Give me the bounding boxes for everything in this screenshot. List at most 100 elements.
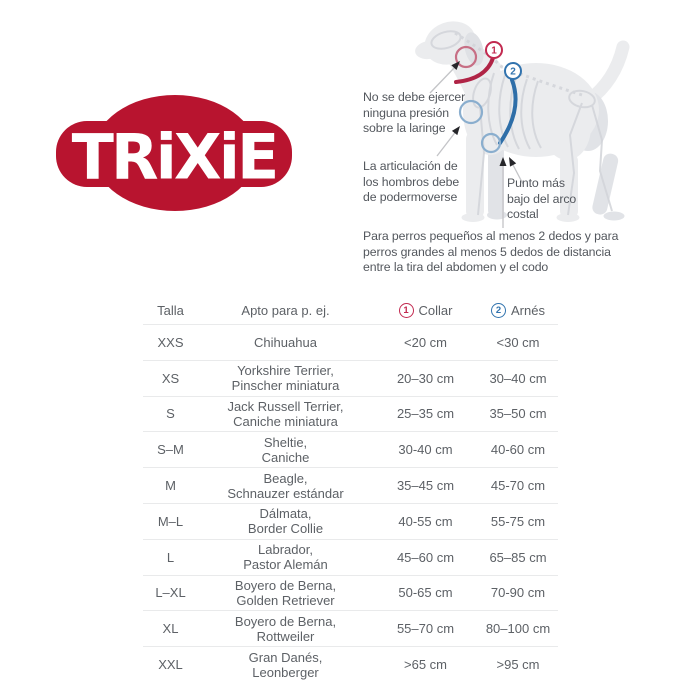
note-line: La articulación de [363, 159, 458, 173]
table-row: L Labrador, Pastor Alemán 45–60 cm 65–85 … [143, 538, 558, 575]
note-line: perros grandes al menos 5 dedos de dista… [363, 244, 611, 259]
breed-cell: Sheltie, Caniche [198, 435, 373, 465]
header-breeds: Apto para p. ej. [241, 303, 330, 318]
dog-paw [461, 213, 485, 222]
pointer-rib [511, 162, 524, 185]
pointer-lines [429, 65, 524, 228]
breed-line: Caniche [261, 449, 310, 465]
note-line: los hombros debe [363, 174, 460, 189]
breed-line: Schnauzer estándar [227, 485, 344, 501]
size-cell: M [165, 478, 176, 494]
collar-cell: 40-55 cm [398, 513, 453, 529]
rib-circle [480, 132, 502, 154]
breed-cell: Boyero de Berna, Rottweiler [198, 614, 373, 644]
breed-line: Jack Russell Terrier, [227, 398, 344, 414]
note-line: Para perros pequeños al menos 2 dedos y … [363, 229, 619, 243]
breed-cell: Yorkshire Terrier, Pinscher miniatura [198, 363, 373, 393]
table-row: M–L Dálmata, Border Collie 40-55 cm 55-75… [143, 502, 558, 539]
arrowhead [451, 61, 460, 70]
table-row: XXS Chihuahua <20 cm <30 cm [143, 324, 558, 360]
header-collar-label: Collar [418, 303, 453, 318]
note-rib: Punto más bajo del arco costal [507, 176, 576, 223]
skeleton-skull [430, 30, 462, 50]
arrowhead [499, 157, 507, 166]
larynx-circle [454, 45, 478, 69]
harness-cell: 40-60 cm [490, 442, 546, 458]
size-cell: XXS [157, 334, 184, 350]
breed-line: Dálmata, [259, 506, 312, 522]
breed-line: Yorkshire Terrier, [237, 363, 334, 379]
breed-line: Boyero de Berna, [234, 613, 337, 629]
harness-cell: 70-90 cm [490, 585, 546, 601]
collar-cell: 35–45 cm [396, 478, 455, 494]
collar-cell: 20–30 cm [396, 370, 455, 386]
header-harness-label: Arnés [511, 303, 545, 318]
breed-line: Caniche miniatura [233, 413, 338, 429]
marker-2-number: 2 [510, 67, 516, 78]
note-shoulder: La articulación de los hombros debe de p… [363, 159, 459, 206]
harness-cell: >95 cm [496, 657, 540, 673]
harness-line [498, 78, 518, 145]
header-collar: 1 Collar [373, 303, 478, 318]
note-line: No se debe ejercer [363, 90, 466, 104]
collar-cell: 30-40 cm [398, 442, 453, 458]
skeleton-rib [520, 78, 531, 150]
breed-line: Pinscher miniatura [231, 378, 340, 394]
breed-line: Rottweiler [256, 628, 315, 644]
harness-cell: 65–85 cm [489, 549, 547, 565]
harness-cell: 80–100 cm [485, 621, 551, 637]
note-line: entre la tira del abdomen y el codo [363, 260, 549, 274]
skeleton-rib [487, 72, 498, 146]
harness-cell: 55-75 cm [490, 513, 546, 529]
dog-paw [603, 211, 625, 221]
table-row: L–XL Boyero de Berna, Golden Retriever 50… [143, 574, 558, 611]
dog-muzzle [415, 40, 443, 60]
trixie-logo: TRiXiE [56, 95, 292, 211]
dog-diagram: 1 2 [415, 21, 630, 228]
collar-cell: 45–60 cm [396, 549, 455, 565]
breed-line: Pastor Alemán [243, 557, 328, 573]
collar-cell: 55–70 cm [396, 621, 455, 637]
breed-line: Gran Danés, [248, 649, 323, 665]
table-row: XXL Gran Danés, Leonberger >65 cm >95 cm [143, 646, 558, 682]
note-line: de podermoverse [363, 190, 458, 204]
skeleton-rib [498, 74, 509, 148]
skeleton-rear-leg-bone [591, 104, 613, 212]
breed-line: Labrador, [258, 542, 313, 558]
collar-number-icon: 1 [398, 303, 414, 318]
size-cell: L [166, 549, 175, 565]
note-line: bajo del arco [507, 191, 577, 206]
logo-band [56, 121, 292, 187]
dog-skeleton [430, 30, 613, 216]
dog-rear-thigh [543, 94, 591, 160]
skeleton-front-leg-bone [477, 106, 486, 216]
skeleton-spine [454, 31, 583, 97]
table-row: S–M Sheltie, Caniche 30-40 cm 40-60 cm [143, 431, 558, 467]
note-line: ninguna presión [363, 105, 450, 120]
collar-cell: 25–35 cm [396, 406, 455, 422]
table-row: XL Boyero de Berna, Rottweiler 55–70 cm 8… [143, 610, 558, 646]
pointer-larynx [429, 65, 457, 94]
skeleton-rear-leg-bone [567, 102, 583, 216]
note-line: costal [507, 207, 539, 221]
collar-cell: >65 cm [404, 657, 447, 673]
table-row: S Jack Russell Terrier, Caniche miniatura… [143, 395, 558, 432]
breed-line: Chihuahua [254, 334, 317, 350]
note-line: sobre la laringe [363, 121, 446, 135]
skeleton-rib [531, 80, 542, 149]
size-cell: S–M [157, 442, 184, 458]
breed-line: Golden Retriever [236, 592, 335, 608]
size-cell: L–XL [155, 585, 186, 601]
size-cell: XL [162, 621, 179, 637]
dog-rear-leg-back [592, 153, 619, 215]
size-table: Talla Apto para p. ej. 1 Collar 2 Arnés … [143, 297, 558, 682]
shoulder-circle [458, 99, 484, 125]
harness-cell: 30–40 cm [489, 370, 547, 386]
breed-line: Beagle, [263, 470, 308, 486]
size-cell: M–L [157, 513, 184, 529]
dog-front-leg-back [488, 135, 504, 217]
harness-cell: 45-70 cm [490, 478, 546, 494]
pointer-shoulder [436, 129, 458, 157]
breed-cell: Chihuahua [198, 335, 373, 350]
